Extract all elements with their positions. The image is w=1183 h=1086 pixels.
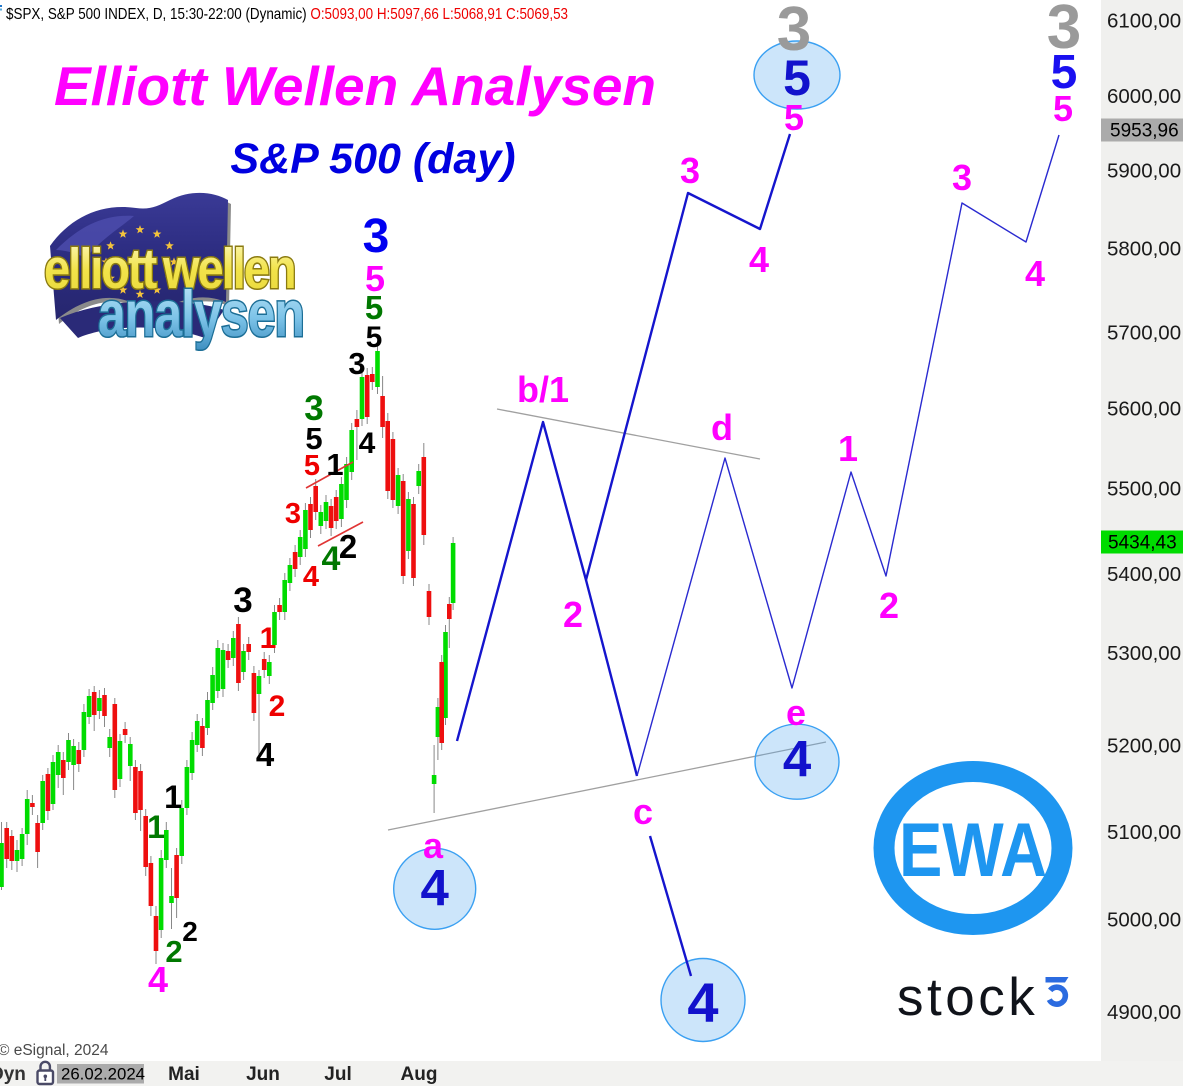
svg-text:5: 5 bbox=[366, 321, 383, 354]
svg-text:4: 4 bbox=[687, 971, 718, 1034]
svg-text:5500,00: 5500,00 bbox=[1107, 477, 1181, 500]
svg-text:elliott: elliott bbox=[44, 238, 157, 301]
svg-text:5400,00: 5400,00 bbox=[1107, 563, 1181, 586]
svg-text:5: 5 bbox=[305, 421, 322, 456]
svg-text:1: 1 bbox=[260, 622, 277, 655]
svg-text:e: e bbox=[786, 692, 806, 733]
svg-text:5600,00: 5600,00 bbox=[1107, 398, 1181, 421]
svg-text:4900,00: 4900,00 bbox=[1107, 1001, 1181, 1024]
svg-text:5: 5 bbox=[365, 258, 385, 299]
svg-text:4: 4 bbox=[421, 859, 450, 916]
svg-text:4: 4 bbox=[256, 736, 275, 773]
svg-text:5: 5 bbox=[784, 97, 804, 138]
svg-text:c: c bbox=[633, 791, 653, 832]
svg-text:5100,00: 5100,00 bbox=[1107, 821, 1181, 844]
svg-text:Aug: Aug bbox=[401, 1064, 438, 1085]
svg-text:6000,00: 6000,00 bbox=[1107, 85, 1181, 108]
svg-text:3: 3 bbox=[777, 0, 811, 64]
svg-text:Jul: Jul bbox=[324, 1064, 351, 1085]
svg-text:26.02.2024: 26.02.2024 bbox=[61, 1065, 145, 1084]
svg-text:5: 5 bbox=[365, 289, 383, 326]
svg-text:6100,00: 6100,00 bbox=[1107, 10, 1181, 33]
svg-text:4: 4 bbox=[148, 959, 168, 1000]
svg-text:3: 3 bbox=[363, 210, 390, 263]
svg-text:3: 3 bbox=[233, 581, 252, 620]
svg-text:5000,00: 5000,00 bbox=[1107, 909, 1181, 932]
svg-text:4: 4 bbox=[359, 427, 376, 460]
svg-text:5300,00: 5300,00 bbox=[1107, 642, 1181, 665]
svg-text:Jun: Jun bbox=[246, 1064, 280, 1085]
svg-text:3: 3 bbox=[348, 346, 365, 381]
svg-text:Mai: Mai bbox=[168, 1064, 200, 1085]
svg-text:4: 4 bbox=[749, 239, 769, 280]
svg-text:4: 4 bbox=[783, 730, 812, 787]
svg-text:5: 5 bbox=[1051, 46, 1078, 99]
svg-text:1: 1 bbox=[838, 428, 858, 469]
svg-text:b/1: b/1 bbox=[517, 369, 569, 410]
svg-text:4: 4 bbox=[303, 561, 319, 593]
svg-text:2: 2 bbox=[269, 690, 286, 723]
svg-text:4: 4 bbox=[1025, 253, 1045, 294]
svg-text:5: 5 bbox=[304, 450, 320, 482]
svg-text:3: 3 bbox=[1047, 0, 1081, 62]
svg-text:wellen: wellen bbox=[162, 238, 295, 301]
svg-text:Dyn: Dyn bbox=[0, 1064, 26, 1085]
svg-text:5: 5 bbox=[783, 50, 811, 106]
svg-text:analysen: analysen bbox=[98, 279, 304, 351]
svg-text:© eSignal, 2024: © eSignal, 2024 bbox=[0, 1042, 109, 1059]
svg-text:3: 3 bbox=[304, 389, 323, 428]
svg-text:Elliott Wellen Analysen: Elliott Wellen Analysen bbox=[54, 55, 656, 117]
svg-text:5900,00: 5900,00 bbox=[1107, 160, 1181, 183]
svg-text:5953,96: 5953,96 bbox=[1110, 121, 1179, 142]
svg-text:2: 2 bbox=[339, 528, 357, 565]
svg-text:$SPX, S&P 500 INDEX, D, 15:30-: $SPX, S&P 500 INDEX, D, 15:30-22:00 (Dyn… bbox=[6, 6, 568, 23]
svg-text:1: 1 bbox=[326, 447, 343, 482]
svg-text:2: 2 bbox=[879, 585, 899, 626]
svg-text:2: 2 bbox=[563, 594, 583, 635]
svg-text:5: 5 bbox=[1053, 88, 1073, 129]
svg-text:S&P 500 (day): S&P 500 (day) bbox=[230, 135, 515, 183]
svg-text:5800,00: 5800,00 bbox=[1107, 238, 1181, 261]
svg-text:5200,00: 5200,00 bbox=[1107, 735, 1181, 758]
svg-text:d: d bbox=[711, 407, 733, 448]
svg-text:5434,43: 5434,43 bbox=[1108, 533, 1177, 554]
svg-text:5700,00: 5700,00 bbox=[1107, 321, 1181, 344]
svg-text:3: 3 bbox=[952, 157, 972, 198]
svg-text:3: 3 bbox=[680, 150, 700, 191]
svg-text:2: 2 bbox=[182, 916, 198, 947]
svg-text:2: 2 bbox=[165, 934, 182, 969]
svg-text:stock: stock bbox=[897, 968, 1038, 1027]
svg-text:3: 3 bbox=[285, 498, 301, 530]
svg-text:1: 1 bbox=[164, 779, 182, 815]
svg-text:a: a bbox=[423, 825, 444, 866]
svg-text:1: 1 bbox=[147, 809, 165, 845]
svg-text:4: 4 bbox=[322, 540, 341, 578]
svg-text:EWA: EWA bbox=[899, 808, 1047, 893]
